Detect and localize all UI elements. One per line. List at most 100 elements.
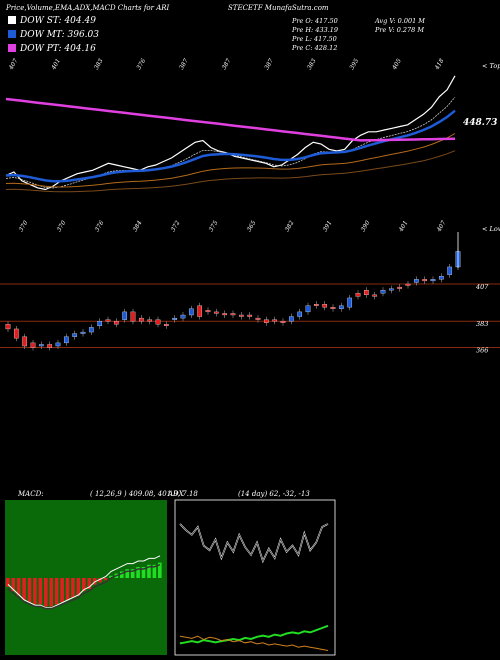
- legend-label-st: DOW ST: 404.49: [20, 16, 96, 26]
- di-minus-line: [179, 635, 329, 651]
- candle-body: [330, 307, 336, 309]
- lows-label: < Lows: [482, 225, 500, 233]
- macd-hist-bar: [11, 578, 16, 592]
- top-tick-label: 387: [263, 57, 275, 71]
- low-tick-label: 365: [246, 219, 258, 233]
- candle-body: [255, 317, 261, 320]
- low-tick-label: 390: [360, 219, 372, 233]
- candle-body: [80, 331, 86, 334]
- tops-label: < Tops: [482, 62, 500, 70]
- candle-body: [88, 327, 94, 333]
- macd-hist-bar: [65, 578, 70, 600]
- macd-hist-bar: [130, 569, 135, 578]
- legend-swatch-mt: [8, 30, 16, 38]
- adx-inner-line: [179, 523, 329, 562]
- macd-hist-bar: [125, 569, 130, 578]
- legend-label-pt: DOW PT: 404.16: [20, 44, 96, 54]
- legend-swatch-st: [8, 16, 16, 24]
- candle-body: [47, 344, 53, 348]
- macd-hist-bar: [33, 578, 37, 605]
- candle-body: [405, 283, 411, 286]
- candle-body: [422, 279, 428, 282]
- macd-hist-bar: [6, 578, 10, 587]
- candle-body: [238, 314, 244, 317]
- candle-body: [297, 311, 303, 317]
- candle-body: [338, 305, 344, 309]
- top-tick-label: 383: [93, 57, 105, 71]
- macd-hist-bar: [16, 578, 21, 596]
- candle-body: [55, 342, 61, 347]
- candle-body: [397, 286, 403, 289]
- price-tag: 448.73: [463, 118, 498, 128]
- top-tick-label: 387: [221, 57, 233, 71]
- macd-hist-bar: [120, 571, 124, 578]
- ema-short-line: [5, 96, 456, 189]
- top-tick-label: 418: [433, 57, 445, 71]
- candle-body: [113, 321, 119, 325]
- site-label: STECETF MunafaSutra.com: [228, 4, 329, 12]
- macd-hist-bar: [71, 578, 75, 598]
- macd-hist-bar: [82, 578, 86, 592]
- top-tick-label: 401: [50, 58, 62, 72]
- macd-hist-bar: [103, 578, 108, 581]
- candle-body: [263, 319, 269, 323]
- candle-body: [38, 344, 44, 347]
- macd-hist-bar: [49, 578, 54, 607]
- macd-hist-bar: [38, 578, 43, 605]
- macd-hist-bar: [87, 578, 92, 589]
- stat-pre-vol: Pre V: 0.278 M: [375, 26, 425, 34]
- candle-body: [30, 342, 36, 348]
- candle-body: [205, 310, 211, 313]
- level-label: 366: [476, 347, 488, 355]
- candle-body: [447, 266, 453, 275]
- macd-line: [7, 555, 161, 609]
- candle-body: [155, 319, 161, 325]
- adx-values: (14 day) 62, -32, -13: [238, 490, 310, 498]
- candle-body: [72, 333, 78, 337]
- macd-hist-bar: [27, 578, 32, 603]
- ema-longer-line: [5, 150, 456, 193]
- macd-hist-bar: [141, 567, 146, 578]
- macd-hist-bar: [152, 564, 157, 578]
- candle-body: [347, 297, 353, 308]
- macd-hist-bar: [44, 578, 48, 607]
- candle-body: [322, 303, 328, 308]
- di-plus-line: [179, 624, 329, 645]
- low-tick-label: 407: [435, 219, 447, 233]
- candle-body: [180, 314, 186, 319]
- macd-hist-bar: [98, 578, 102, 583]
- low-tick-label: 370: [56, 219, 68, 233]
- macd-hist-bar: [147, 564, 151, 578]
- candle-body: [105, 319, 111, 322]
- low-tick-label: 401: [397, 220, 409, 234]
- top-tick-label: 407: [7, 57, 19, 71]
- macd-hist-bar: [109, 575, 113, 578]
- macd-hist-bar: [136, 567, 140, 578]
- chart-title: Price,Volume,EMA,ADX,MACD Charts for ARI: [6, 4, 170, 12]
- candle-body: [213, 311, 219, 314]
- candle-body: [305, 305, 311, 313]
- candle-body: [197, 305, 203, 317]
- dow-pt-line: [5, 97, 456, 142]
- macd-hist-bar: [22, 578, 26, 600]
- candle-body: [122, 311, 128, 320]
- candle-body: [13, 328, 19, 339]
- stat-avg-vol: Avg V: 0.001 M: [375, 17, 425, 25]
- legend-dow-mt: DOW MT: 396.03: [8, 30, 99, 40]
- stat-low: Pre L: 417.50: [292, 35, 337, 43]
- candle-body: [97, 321, 103, 327]
- candle-body: [288, 316, 294, 322]
- candle-body: [355, 293, 361, 297]
- macd-hist-bar: [54, 578, 59, 605]
- candle-body: [280, 321, 286, 323]
- macd-title: MACD:: [18, 490, 44, 498]
- legend-label-mt: DOW MT: 396.03: [20, 30, 99, 40]
- stat-close: Pre C: 428.12: [292, 44, 338, 52]
- legend-dow-st: DOW ST: 404.49: [8, 16, 96, 26]
- candle-body: [363, 290, 369, 296]
- top-tick-label: 387: [178, 57, 190, 71]
- low-tick-label: 370: [18, 219, 30, 233]
- candle-body: [230, 313, 236, 316]
- candle-body: [63, 336, 69, 344]
